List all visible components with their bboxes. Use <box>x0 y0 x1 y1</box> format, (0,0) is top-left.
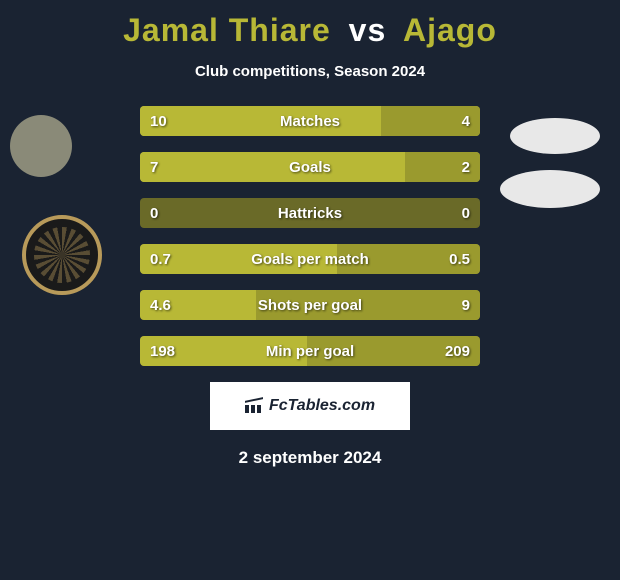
chart-icon <box>245 399 263 413</box>
player1-avatar <box>10 115 72 177</box>
stat-row: 198Min per goal209 <box>140 336 480 366</box>
player1-club-badge <box>22 215 102 295</box>
stat-label: Hattricks <box>140 198 480 228</box>
subtitle: Club competitions, Season 2024 <box>0 63 620 80</box>
date-label: 2 september 2024 <box>0 448 620 468</box>
comparison-bars: 10Matches4 7Goals2 0Hattricks0 0.7Goals per… <box>140 106 480 366</box>
stat-row: 7Goals2 <box>140 152 480 182</box>
stat-label: Goals <box>140 152 480 182</box>
comparison-title: Jamal Thiare vs Ajago <box>0 0 620 49</box>
vs-label: vs <box>349 12 387 48</box>
brand-text: FcTables.com <box>269 397 375 415</box>
stat-row: 4.6Shots per goal9 <box>140 290 480 320</box>
stat-label: Goals per match <box>140 244 480 274</box>
stat-value-right: 0 <box>462 198 470 228</box>
stat-value-right: 209 <box>445 336 470 366</box>
stat-label: Matches <box>140 106 480 136</box>
stat-label: Shots per goal <box>140 290 480 320</box>
stat-value-right: 4 <box>462 106 470 136</box>
player2-avatar <box>510 118 600 154</box>
player2-club-badge <box>500 170 600 208</box>
stat-value-right: 2 <box>462 152 470 182</box>
player1-name: Jamal Thiare <box>123 12 331 48</box>
stat-row: 10Matches4 <box>140 106 480 136</box>
stat-label: Min per goal <box>140 336 480 366</box>
brand-badge: FcTables.com <box>210 382 410 430</box>
player2-name: Ajago <box>403 12 497 48</box>
stat-row: 0Hattricks0 <box>140 198 480 228</box>
stat-row: 0.7Goals per match0.5 <box>140 244 480 274</box>
stat-value-right: 0.5 <box>449 244 470 274</box>
stat-value-right: 9 <box>462 290 470 320</box>
